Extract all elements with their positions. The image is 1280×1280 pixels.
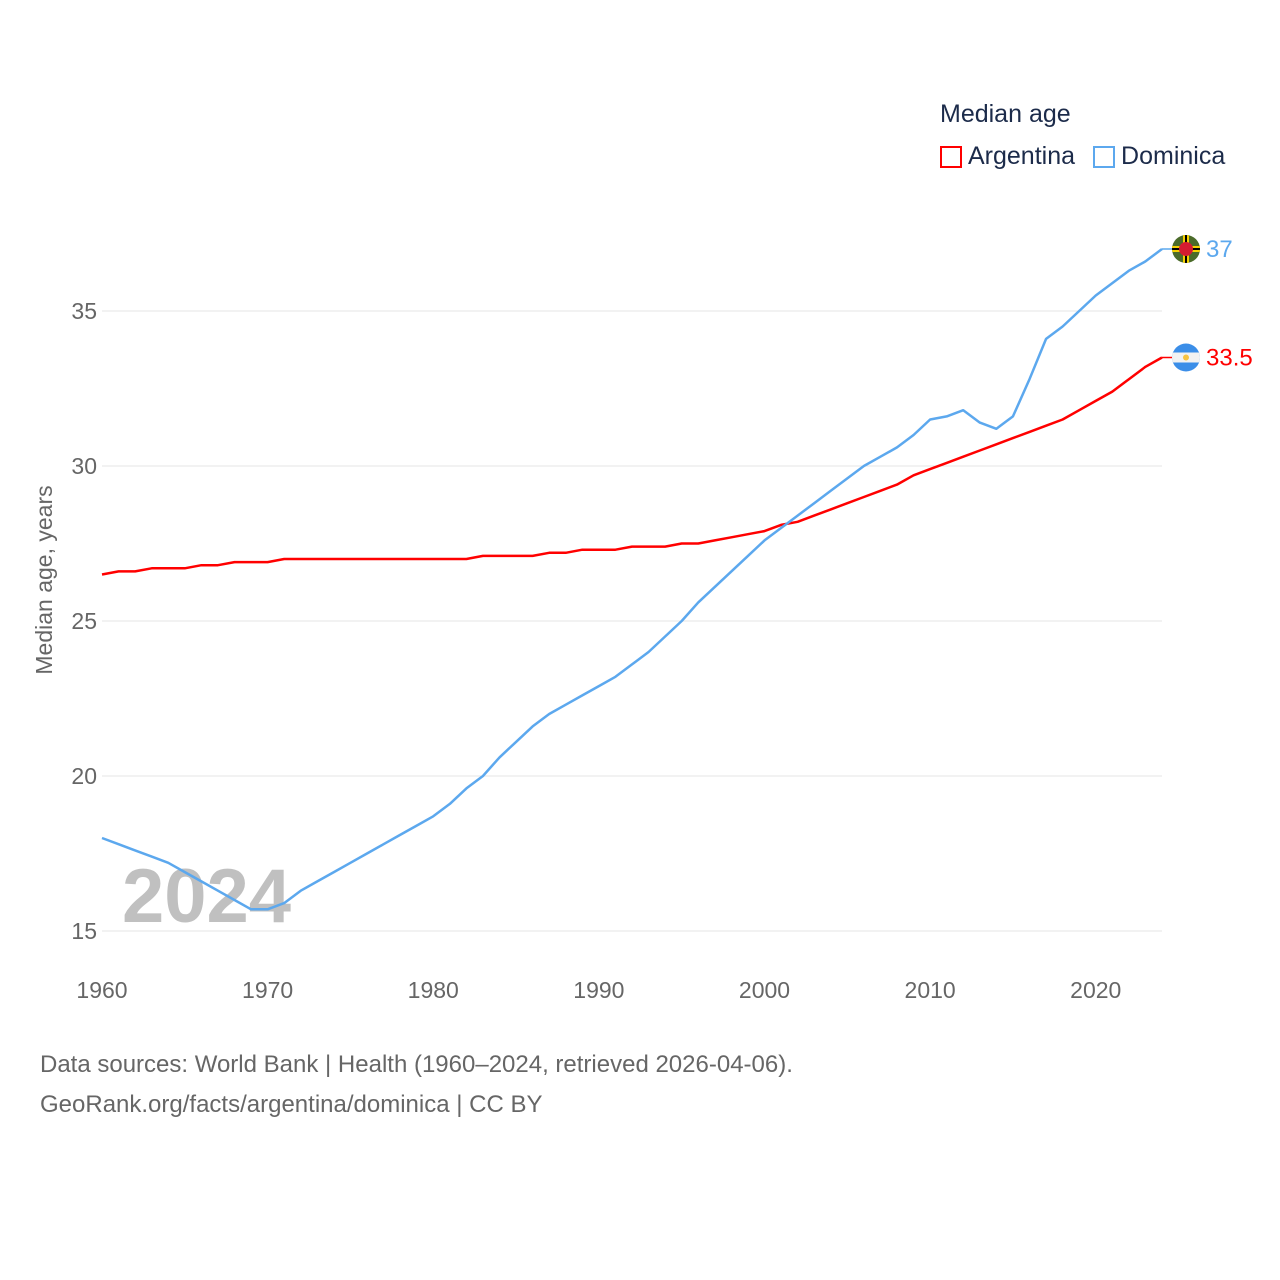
year-watermark: 2024 xyxy=(122,854,291,939)
source-link[interactable]: GeoRank.org/facts/argentina/dominica | C… xyxy=(40,1091,543,1118)
legend-label: Dominica xyxy=(1121,142,1226,170)
x-tick-label: 1990 xyxy=(573,977,624,1003)
y-tick-label: 30 xyxy=(71,453,97,479)
x-tick-label: 2010 xyxy=(905,977,956,1003)
argentina-flag-icon xyxy=(1172,343,1200,372)
y-axis-label: Median age, years xyxy=(31,485,57,674)
x-tick-label: 2020 xyxy=(1070,977,1121,1003)
legend-item-argentina[interactable]: Argentina xyxy=(940,142,1075,171)
x-tick-label: 1960 xyxy=(76,977,127,1003)
x-tick-label: 1970 xyxy=(242,977,293,1003)
y-tick-label: 25 xyxy=(71,608,97,634)
series-line-dominica[interactable] xyxy=(101,247,1163,911)
series-line-argentina[interactable] xyxy=(101,356,1163,576)
legend-item-dominica[interactable]: Dominica xyxy=(1093,142,1225,171)
dominica-flag-icon xyxy=(1172,235,1200,263)
legend-swatch-dominica xyxy=(1093,145,1116,168)
end-value-label: 33.5 xyxy=(1206,345,1253,372)
data-sources: Data sources: World Bank | Health (1960–… xyxy=(40,1051,793,1078)
end-value-label: 37 xyxy=(1206,236,1233,263)
legend: Argentina Dominica xyxy=(940,142,1225,171)
y-tick-label: 35 xyxy=(71,298,97,324)
y-tick-label: 15 xyxy=(71,918,97,944)
x-tick-label: 1980 xyxy=(408,977,459,1003)
legend-swatch-argentina xyxy=(940,145,962,168)
x-tick-label: 2000 xyxy=(739,977,790,1003)
y-tick-label: 20 xyxy=(71,763,97,789)
footer: Data sources: World Bank | Health (1960–… xyxy=(40,1045,793,1125)
legend-title: Median age xyxy=(940,100,1071,128)
legend-label: Argentina xyxy=(968,142,1076,170)
